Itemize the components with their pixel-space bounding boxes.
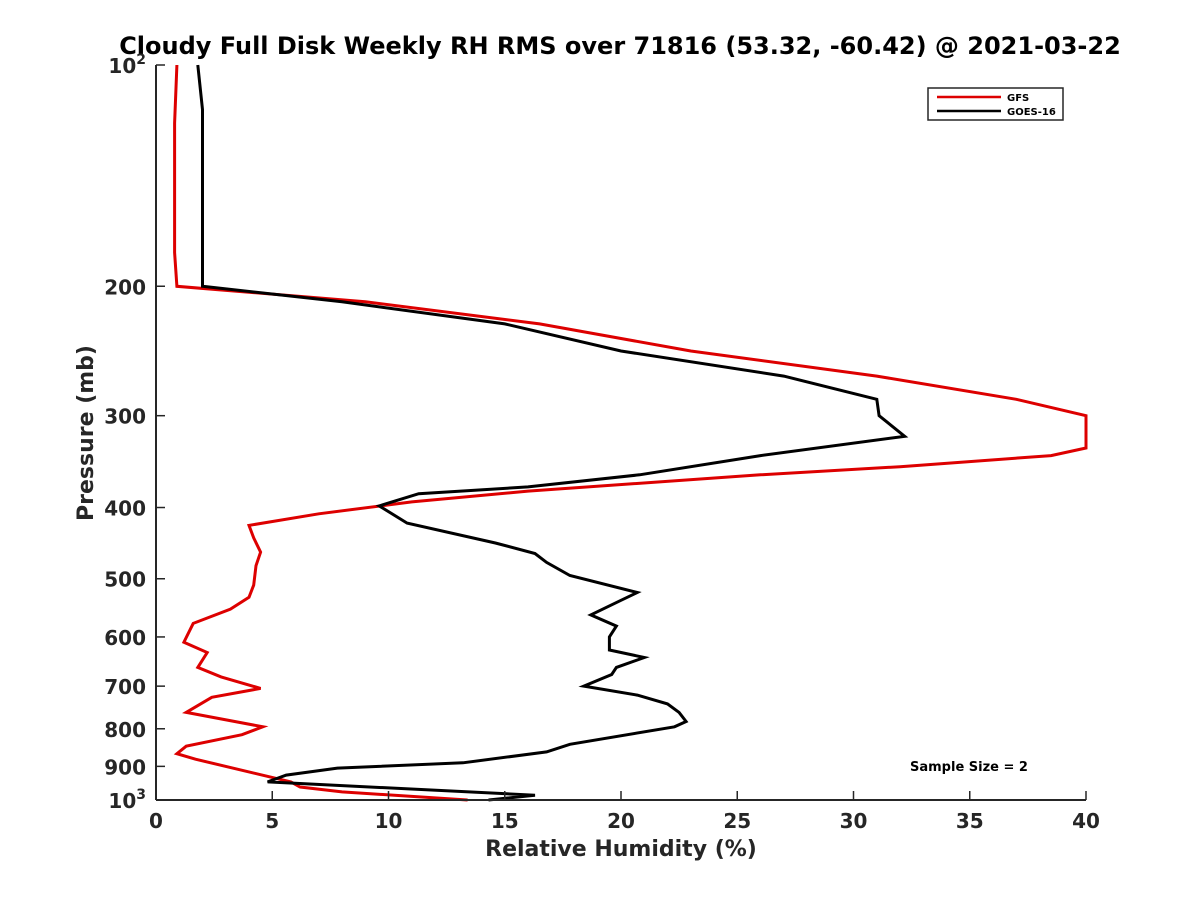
y-tick-label: 300 <box>104 405 146 429</box>
series-line-goes16 <box>196 64 909 802</box>
legend-label-goes16: GOES-16 <box>1007 107 1056 118</box>
series-layer <box>173 64 1088 802</box>
y-tick-label: 700 <box>104 675 146 699</box>
x-tick-label: 15 <box>491 809 519 833</box>
chart-title: Cloudy Full Disk Weekly RH RMS over 7181… <box>119 32 1121 60</box>
x-tick-label: 5 <box>265 809 279 833</box>
y-tick-label: 500 <box>104 568 146 592</box>
x-tick-label: 40 <box>1072 809 1100 833</box>
y-tick-label: 900 <box>104 755 146 779</box>
x-tick-label: 10 <box>375 809 403 833</box>
y-tick-label: 103 <box>108 787 146 813</box>
y-axis-label: Pressure (mb) <box>74 345 99 521</box>
plot-area <box>156 65 1086 800</box>
x-tick-label: 0 <box>149 809 163 833</box>
y-tick-label: 800 <box>104 718 146 742</box>
x-tick-label: 20 <box>607 809 635 833</box>
x-tick-label: 25 <box>723 809 751 833</box>
y-tick-label: 200 <box>104 275 146 299</box>
legend: GFS GOES-16 <box>927 87 1064 121</box>
series-line-gfs <box>173 64 1088 802</box>
y-tick-label: 400 <box>104 497 146 521</box>
legend-box <box>927 87 1064 121</box>
y-ticks: 102 200 300 400 500 600 700 800 900 103 <box>104 52 165 813</box>
x-tick-label: 35 <box>956 809 984 833</box>
legend-label-gfs: GFS <box>1007 93 1029 104</box>
x-axis-label: Relative Humidity (%) <box>485 837 757 862</box>
y-tick-label: 102 <box>108 52 146 78</box>
sample-size-note: Sample Size = 2 <box>910 760 1028 775</box>
x-ticks: 0 5 10 15 20 25 30 35 40 <box>149 791 1100 833</box>
x-tick-label: 30 <box>840 809 868 833</box>
y-tick-label: 600 <box>104 626 146 650</box>
